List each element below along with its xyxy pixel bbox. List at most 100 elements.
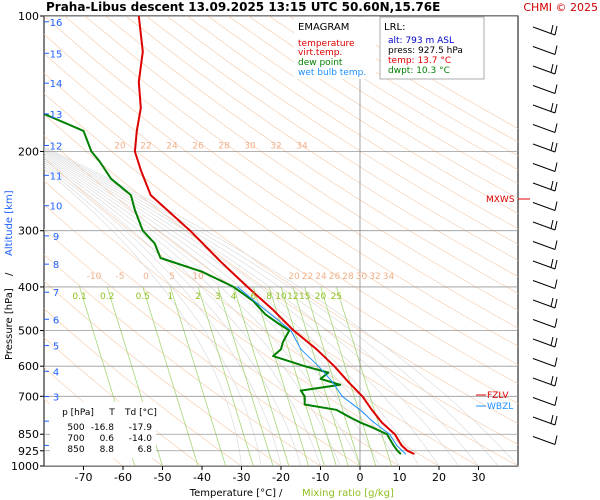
mixing-ratio-label-green: 0.5: [136, 292, 150, 302]
moist-adiabat: [44, 161, 302, 466]
moist-adiabat: [44, 147, 499, 466]
x-tick-label: 20: [432, 471, 446, 484]
mixing-ratio-label-green: 12: [287, 292, 298, 302]
mixing-ratio-line: [335, 286, 392, 466]
altitude-tick-label: 16: [50, 18, 63, 29]
wind-barb: [532, 26, 556, 36]
wind-barb-flag: [550, 102, 554, 112]
moist-adiabat: [44, 154, 381, 466]
wind-barb-flag: [550, 180, 554, 190]
table-cell: 6.8: [138, 445, 153, 455]
mixing-ratio-label-green: 4: [231, 292, 237, 302]
table-cell: 0.6: [100, 434, 115, 444]
lrl-pressure: press: 927.5 hPa: [388, 46, 463, 56]
wind-barb: [532, 319, 556, 328]
data-point: [373, 421, 375, 423]
x-tick-label: -10: [312, 471, 330, 484]
y-tick-label: 925: [18, 445, 39, 458]
mixing-ratio-label-green: 20: [315, 292, 327, 302]
mixing-ratio-label-upper: 22: [140, 141, 151, 151]
altitude-tick-label: 7: [53, 288, 59, 299]
mixing-ratio-label-lower: 26: [329, 272, 341, 282]
data-point: [282, 341, 284, 343]
data-point: [288, 329, 290, 332]
mixing-ratio-label-lower: 28: [342, 272, 354, 282]
data-point: [389, 433, 391, 435]
data-point: [272, 355, 274, 357]
mixing-ratio-line: [217, 286, 274, 466]
data-point: [333, 365, 335, 367]
mixing-ratio-line: [320, 286, 377, 466]
mixing-ratio-label-upper: 26: [192, 141, 204, 151]
wind-barb: [532, 182, 556, 192]
wind-barb-flag: [554, 240, 558, 250]
data-point: [236, 286, 239, 288]
wind-barb-flag: [550, 336, 554, 346]
mixing-ratio-line: [252, 286, 310, 466]
series-line-dew-point: [44, 112, 402, 455]
data-point: [150, 194, 152, 196]
wind-barb: [532, 377, 556, 387]
wind-barbs-column: [532, 24, 558, 445]
moist-adiabat: [44, 168, 242, 466]
mixing-ratio-label-lower: 5: [169, 272, 175, 282]
data-point: [404, 453, 406, 455]
data-point: [276, 322, 278, 324]
wind-barb-flag: [554, 435, 558, 445]
wind-barb: [532, 397, 556, 406]
data-point: [219, 260, 221, 262]
data-point: [381, 421, 383, 423]
mixing-ratio-label-upper: 32: [270, 141, 281, 151]
wind-barb-flag: [550, 141, 554, 151]
data-point: [396, 450, 399, 452]
mixing-ratio-label-green: 0.1: [72, 292, 86, 302]
x-axis-label-separator: /: [279, 488, 283, 499]
mixing-ratio-label-lower: 34: [383, 272, 395, 282]
mixing-ratio-line: [268, 286, 325, 466]
wind-barb: [532, 85, 556, 94]
data-point: [280, 348, 282, 350]
plot-frame: [43, 15, 519, 467]
mixing-ratio-label-lower: 22: [302, 272, 313, 282]
grid-layer: [44, 16, 518, 466]
data-point: [264, 309, 266, 311]
table-header-t: T: [108, 408, 115, 418]
data-point: [300, 348, 302, 350]
data-point: [134, 209, 136, 211]
data-point: [304, 395, 306, 397]
data-point: [246, 286, 248, 288]
mixing-ratio-label-green: 8: [266, 292, 272, 302]
legend-title: EMAGRAM: [298, 22, 349, 33]
moist-adiabat: [44, 163, 282, 466]
data-point: [341, 395, 343, 397]
wind-barb-flag: [550, 63, 554, 73]
altitude-tick-label: 6: [53, 315, 59, 326]
x-tick-label: 0: [357, 471, 364, 484]
wind-barb: [532, 124, 556, 133]
moist-adiabat: [44, 149, 460, 466]
x-tick-label: 30: [472, 471, 486, 484]
data-point: [159, 257, 162, 259]
mixing-ratio-line: [280, 286, 337, 466]
mixing-ratio-label-lower: 10: [192, 272, 204, 282]
data-point: [134, 150, 136, 153]
wind-barb-flag: [550, 414, 554, 424]
wind-barb: [532, 65, 556, 75]
wind-barb: [532, 416, 556, 426]
table-cell: -14.0: [129, 434, 153, 444]
mixing-ratio-label-lower: 0: [143, 272, 149, 282]
data-point: [349, 416, 351, 418]
data-point: [140, 169, 142, 171]
data-point: [361, 395, 363, 397]
mixing-ratio-label-green: 15: [299, 292, 310, 302]
altitude-tick-label: 12: [50, 142, 63, 153]
wind-barb: [532, 221, 556, 231]
y-tick-label: 100: [18, 10, 39, 23]
lrl-temperature: temp: 13.7 °C: [388, 56, 451, 66]
data-point: [386, 433, 388, 435]
mixing-ratio-label-lower: 32: [369, 272, 380, 282]
table-cell: 8.8: [100, 445, 115, 455]
data-point: [189, 230, 191, 232]
moist-adiabat: [44, 166, 262, 466]
